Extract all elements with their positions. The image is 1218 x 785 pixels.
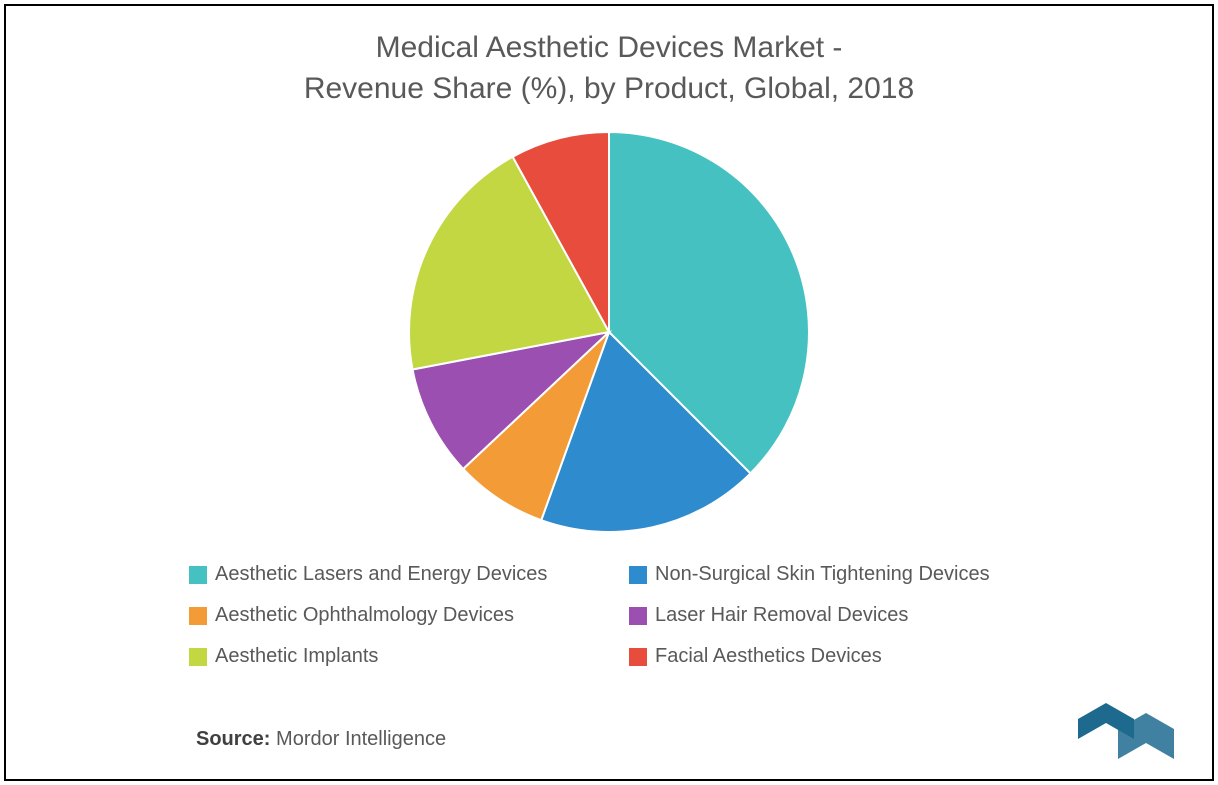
legend-swatch <box>629 607 647 625</box>
title-line-2: Revenue Share (%), by Product, Global, 2… <box>304 72 914 105</box>
chart-frame: Medical Aesthetic Devices Market - Reven… <box>4 4 1214 781</box>
legend-item: Non-Surgical Skin Tightening Devices <box>629 563 1069 586</box>
legend-item: Aesthetic Implants <box>189 645 629 668</box>
legend-swatch <box>629 648 647 666</box>
legend-item: Aesthetic Ophthalmology Devices <box>189 604 629 627</box>
legend-item: Aesthetic Lasers and Energy Devices <box>189 563 629 586</box>
legend-swatch <box>189 607 207 625</box>
title-line-1: Medical Aesthetic Devices Market - <box>376 31 843 64</box>
source-value: Mordor Intelligence <box>276 728 446 750</box>
legend-label: Non-Surgical Skin Tightening Devices <box>655 563 990 586</box>
legend-label: Aesthetic Lasers and Energy Devices <box>215 563 547 586</box>
mordor-logo-icon <box>1076 701 1176 761</box>
legend-label: Facial Aesthetics Devices <box>655 645 882 668</box>
legend-swatch <box>189 648 207 666</box>
legend-label: Aesthetic Implants <box>215 645 378 668</box>
pie-chart-container <box>6 127 1212 537</box>
source-label: Source: <box>196 728 270 750</box>
legend-item: Laser Hair Removal Devices <box>629 604 1069 627</box>
legend-swatch <box>629 566 647 584</box>
legend: Aesthetic Lasers and Energy Devices Non-S… <box>6 563 1212 668</box>
legend-label: Laser Hair Removal Devices <box>655 604 908 627</box>
legend-label: Aesthetic Ophthalmology Devices <box>215 604 514 627</box>
legend-item: Facial Aesthetics Devices <box>629 645 1069 668</box>
legend-swatch <box>189 566 207 584</box>
pie-chart <box>404 127 814 537</box>
source-attribution: Source: Mordor Intelligence <box>196 728 446 751</box>
chart-title: Medical Aesthetic Devices Market - Reven… <box>6 6 1212 109</box>
